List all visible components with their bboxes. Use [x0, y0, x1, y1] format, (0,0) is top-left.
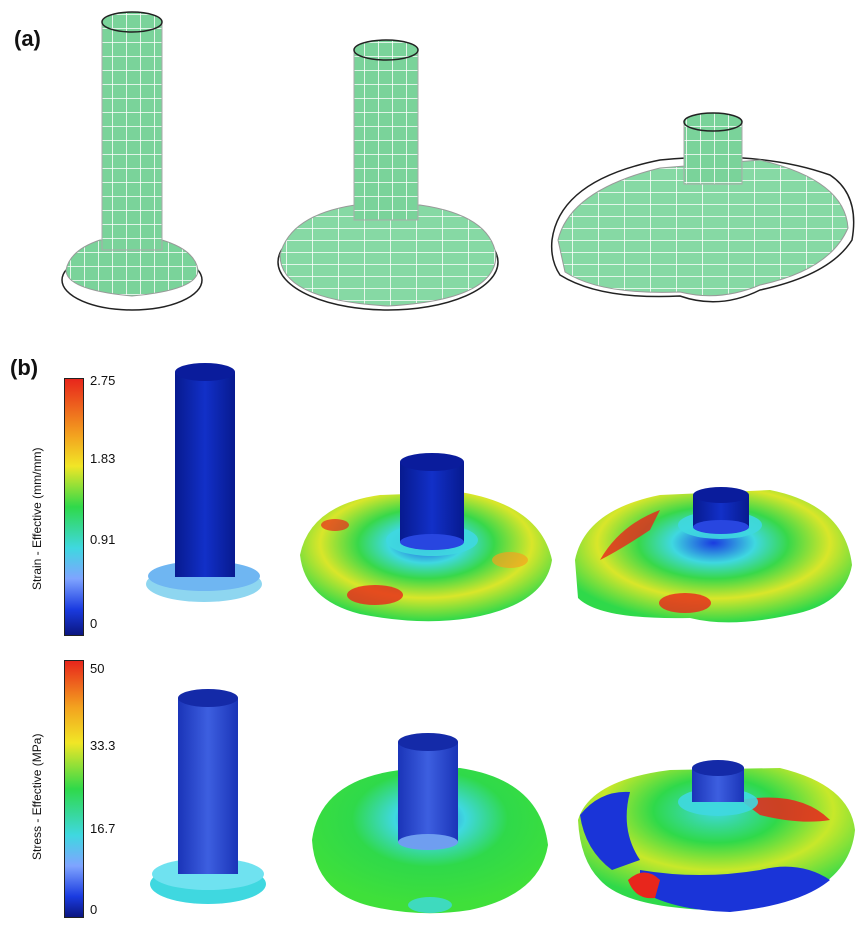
strain-colorbar-title: Strain - Effective (mm/mm) [30, 447, 44, 590]
stress-model-1 [150, 689, 266, 904]
strain-model-2 [300, 453, 552, 622]
stress-colorbar [64, 660, 84, 918]
strain-model-3 [575, 487, 852, 623]
mesh-model-1 [61, 11, 203, 311]
stress-tick-min: 0 [90, 902, 98, 917]
strain-colorbar [64, 378, 84, 636]
mesh-model-2 [277, 39, 499, 311]
strain-tick-mid: 0.91 [90, 532, 116, 547]
strain-tick-max: 2.75 [90, 373, 116, 388]
stress-colorbar-title: Stress - Effective (MPa) [30, 733, 44, 860]
panel-label-a: (a) [14, 26, 41, 51]
stress-tick-high: 33.3 [90, 738, 116, 753]
stress-model-3 [578, 760, 855, 912]
stress-tick-max: 50 [90, 661, 105, 676]
strain-tick-high: 1.83 [90, 451, 116, 466]
stress-model-2 [312, 733, 548, 914]
panel-label-b: (b) [10, 355, 39, 380]
mesh-model-3 [550, 112, 855, 303]
stress-tick-mid: 16.7 [90, 821, 116, 836]
strain-tick-min: 0 [90, 616, 98, 631]
strain-model-1 [146, 363, 262, 602]
